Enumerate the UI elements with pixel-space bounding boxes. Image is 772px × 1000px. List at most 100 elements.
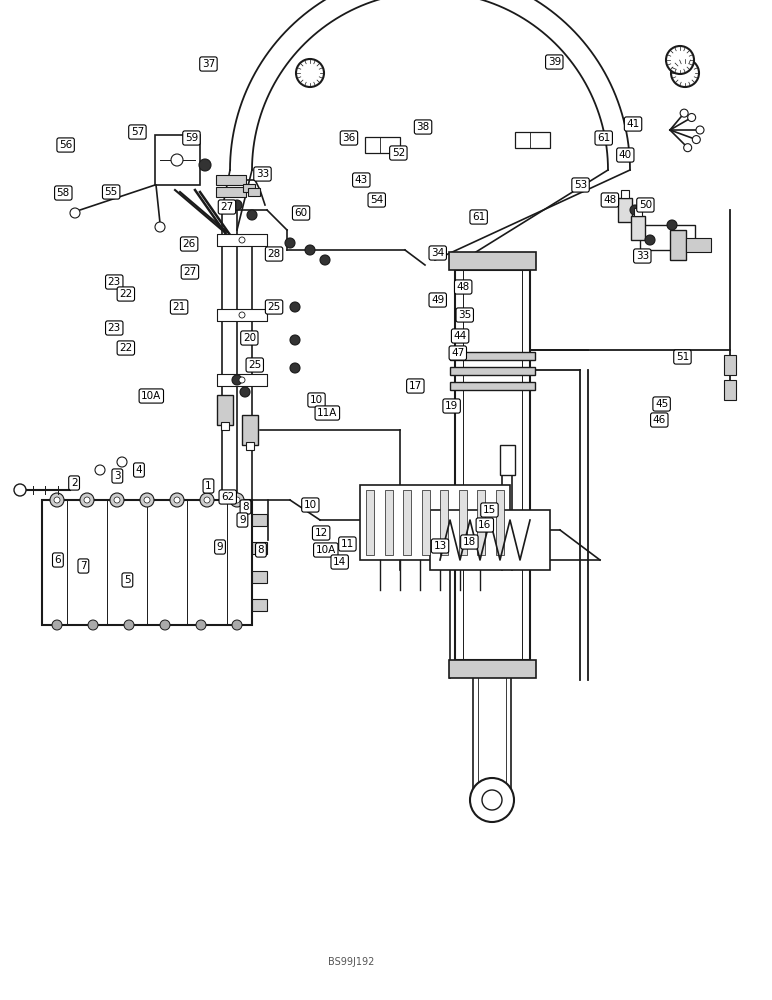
Text: 2: 2 xyxy=(71,478,77,488)
Text: 54: 54 xyxy=(370,195,384,205)
Text: 16: 16 xyxy=(478,520,492,530)
Text: 9: 9 xyxy=(217,542,223,552)
Text: 11: 11 xyxy=(340,539,354,549)
Text: 14: 14 xyxy=(333,557,347,567)
Text: 62: 62 xyxy=(221,492,235,502)
Circle shape xyxy=(171,154,183,166)
Text: 12: 12 xyxy=(314,528,328,538)
Text: 38: 38 xyxy=(416,122,430,132)
Text: 1: 1 xyxy=(205,481,212,491)
Circle shape xyxy=(630,205,640,215)
Circle shape xyxy=(285,238,295,248)
Bar xyxy=(496,490,504,555)
Circle shape xyxy=(155,222,165,232)
Text: 25: 25 xyxy=(248,360,262,370)
Text: 22: 22 xyxy=(119,289,133,299)
Circle shape xyxy=(688,113,696,121)
Text: 50: 50 xyxy=(638,200,652,210)
Text: 27: 27 xyxy=(220,202,234,212)
Bar xyxy=(618,198,632,222)
Circle shape xyxy=(199,159,211,171)
Circle shape xyxy=(117,457,127,467)
Text: 23: 23 xyxy=(107,277,121,287)
Text: 37: 37 xyxy=(201,59,215,69)
Text: 33: 33 xyxy=(256,169,269,179)
Text: 22: 22 xyxy=(119,343,133,353)
Circle shape xyxy=(240,387,250,397)
Circle shape xyxy=(239,377,245,383)
Text: 49: 49 xyxy=(431,295,445,305)
Text: 36: 36 xyxy=(342,133,356,143)
Text: 15: 15 xyxy=(482,505,496,515)
Text: 34: 34 xyxy=(431,248,445,258)
Circle shape xyxy=(84,497,90,503)
Bar xyxy=(621,190,629,198)
Bar xyxy=(248,188,260,196)
Bar xyxy=(422,490,430,555)
Circle shape xyxy=(80,493,94,507)
Bar xyxy=(477,490,486,555)
Bar xyxy=(473,670,511,790)
Text: 44: 44 xyxy=(453,331,467,341)
Text: 7: 7 xyxy=(80,561,86,571)
Bar xyxy=(450,382,535,390)
Text: 47: 47 xyxy=(451,348,465,358)
Circle shape xyxy=(95,465,105,475)
Bar xyxy=(155,135,200,185)
Bar xyxy=(217,309,267,321)
Circle shape xyxy=(230,493,244,507)
Circle shape xyxy=(160,620,170,630)
Circle shape xyxy=(174,497,180,503)
Bar xyxy=(640,225,695,250)
Circle shape xyxy=(114,497,120,503)
Text: 3: 3 xyxy=(114,471,120,481)
Bar xyxy=(631,216,645,240)
Bar xyxy=(634,208,642,216)
Bar xyxy=(500,445,515,475)
Circle shape xyxy=(196,620,206,630)
Circle shape xyxy=(645,235,655,245)
Circle shape xyxy=(239,237,245,243)
Circle shape xyxy=(666,46,694,74)
Bar xyxy=(450,367,535,375)
Bar xyxy=(217,234,267,246)
Circle shape xyxy=(290,335,300,345)
Text: 27: 27 xyxy=(183,267,197,277)
Circle shape xyxy=(14,484,26,496)
Bar xyxy=(686,238,711,252)
Text: 21: 21 xyxy=(172,302,186,312)
Text: 10: 10 xyxy=(303,500,317,510)
Circle shape xyxy=(88,620,98,630)
Circle shape xyxy=(124,620,134,630)
Text: 58: 58 xyxy=(56,188,70,198)
Bar xyxy=(216,175,246,185)
Bar xyxy=(670,230,686,260)
Bar xyxy=(217,374,267,386)
Text: 8: 8 xyxy=(258,545,264,555)
Text: 10: 10 xyxy=(310,395,323,405)
Text: 59: 59 xyxy=(185,133,198,143)
Bar xyxy=(216,187,246,197)
Bar xyxy=(221,422,229,430)
Circle shape xyxy=(144,497,150,503)
Text: 6: 6 xyxy=(55,555,61,565)
Text: 9: 9 xyxy=(239,515,245,525)
Text: 35: 35 xyxy=(458,310,472,320)
Bar xyxy=(246,442,254,450)
Text: 52: 52 xyxy=(391,148,405,158)
Bar xyxy=(449,252,536,270)
Circle shape xyxy=(305,245,315,255)
Text: 61: 61 xyxy=(472,212,486,222)
Circle shape xyxy=(200,493,214,507)
Circle shape xyxy=(110,493,124,507)
Circle shape xyxy=(470,778,514,822)
Bar xyxy=(252,514,267,526)
Bar xyxy=(252,542,267,554)
Text: 45: 45 xyxy=(655,399,669,409)
Text: BS99J192: BS99J192 xyxy=(328,957,374,967)
Text: 17: 17 xyxy=(408,381,422,391)
Circle shape xyxy=(232,620,242,630)
Bar xyxy=(217,395,233,425)
Text: 55: 55 xyxy=(104,187,118,197)
Bar xyxy=(365,137,400,153)
